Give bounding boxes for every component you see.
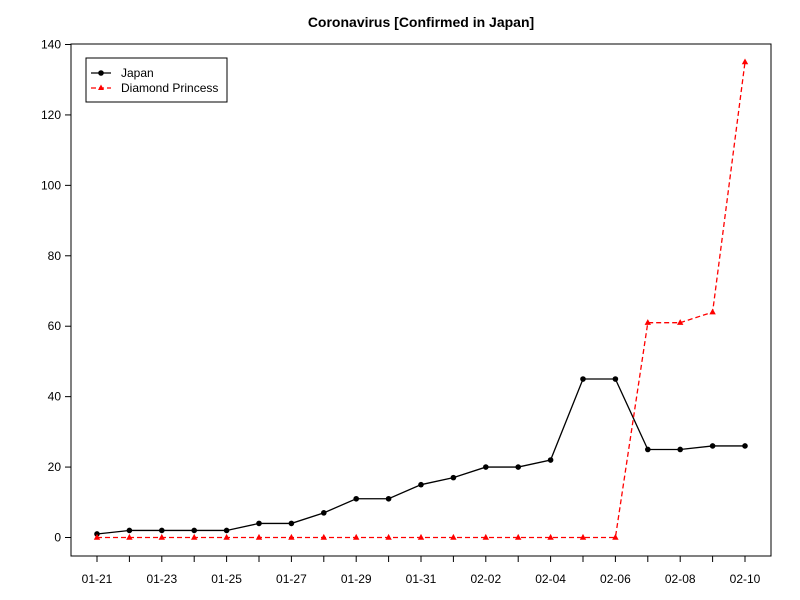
data-point [191,527,197,534]
legend-marker-diamond-princess [98,84,104,90]
data-point [93,533,101,540]
legend-label-japan: Japan [121,66,154,80]
y-tick-label: 40 [48,390,62,404]
plot-area-frame [70,43,772,557]
data-point [191,533,198,540]
series-layer [93,58,749,540]
y-tick-label: 0 [54,531,61,545]
x-axis: 01-21 01-23 01-25 01-27 01-29 01-31 02-02 02-04… [82,556,761,586]
data-point [288,533,295,540]
data-point [515,533,522,540]
data-point [547,457,554,463]
data-point [385,495,392,502]
x-tick-label: 01-27 [276,572,307,586]
x-tick-label: 02-06 [600,572,631,586]
data-point [741,58,749,65]
data-point [677,319,684,325]
legend-label-diamond-princess: Diamond Princess [121,81,218,95]
x-tick-label: 01-25 [211,572,242,586]
x-tick-label: 02-10 [730,572,761,586]
x-tick-label: 02-08 [665,572,696,586]
data-point [612,376,619,382]
series-japan [94,376,748,537]
data-point [385,533,392,540]
data-point [223,527,230,534]
data-point [256,520,262,527]
data-point [482,533,489,540]
data-point [159,527,165,534]
y-tick-label: 100 [41,178,61,192]
data-point [612,533,619,540]
x-tick-label: 01-31 [406,572,437,586]
data-point [483,464,489,470]
chart-title: Coronavirus [Confirmed in Japan] [308,14,534,30]
series-line-japan [96,378,745,535]
x-tick-label: 01-21 [82,572,113,586]
x-tick-label: 02-04 [535,572,566,586]
data-point [320,533,327,540]
data-point [515,464,521,470]
series-diamond-princess [93,58,749,540]
y-tick-label: 80 [48,249,62,263]
y-axis: 0 20 40 60 80 100 120 140 [41,38,71,545]
y-tick-label: 140 [41,38,61,52]
data-point [579,533,587,540]
legend-marker-japan [98,70,104,76]
y-tick-label: 120 [41,108,61,122]
data-point [677,446,683,453]
data-point [742,443,748,449]
y-tick-label: 60 [48,319,62,333]
data-point [709,443,716,449]
data-point [450,533,457,540]
data-point [158,533,165,540]
data-point [288,520,295,527]
data-point [709,308,716,315]
x-tick-label: 01-29 [341,572,372,586]
data-point [418,481,424,488]
data-point [547,533,554,540]
data-point [126,533,133,540]
legend-box [85,57,228,103]
y-tick-label: 20 [48,460,62,474]
data-point [645,446,651,453]
data-point [580,376,586,382]
x-tick-label: 02-02 [470,572,501,586]
data-point [644,319,651,325]
series-line-diamond-princess [97,62,746,539]
legend: Japan Diamond Princess [85,57,228,103]
data-point [450,474,457,481]
data-point [126,527,133,534]
data-point [417,533,425,540]
x-tick-label: 01-23 [146,572,177,586]
data-point [255,533,263,540]
data-point [321,510,327,516]
data-point [353,533,360,540]
data-point [223,533,230,540]
data-point [353,495,360,502]
